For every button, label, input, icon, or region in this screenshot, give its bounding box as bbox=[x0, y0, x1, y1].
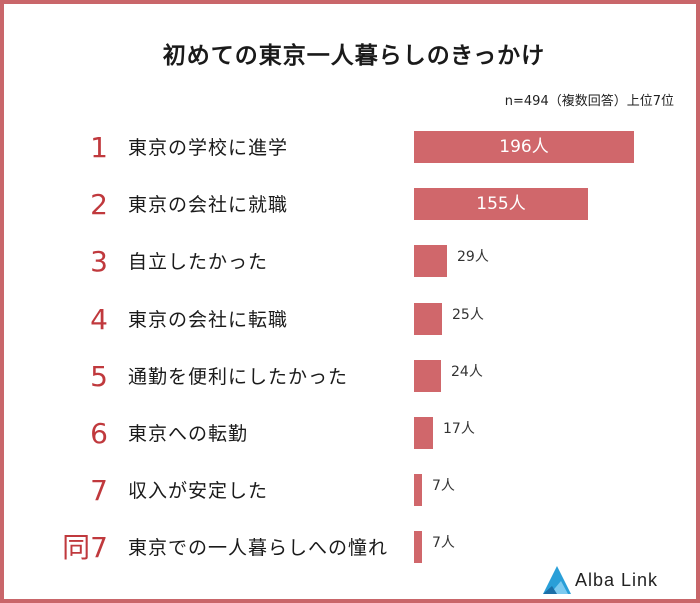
bar bbox=[414, 531, 422, 563]
value-label: 24人 bbox=[451, 364, 483, 380]
rank-label: 1 bbox=[90, 131, 108, 164]
alba-link-logo-text: Alba Link bbox=[575, 570, 659, 590]
category-label: 東京の会社に転職 bbox=[128, 309, 289, 331]
bar-row: 4 東京の会社に転職 25人 bbox=[4, 300, 700, 340]
bar-row: 5 通勤を便利にしたかった 24人 bbox=[4, 357, 700, 397]
value-label: 7人 bbox=[432, 535, 455, 551]
bar bbox=[414, 245, 447, 277]
bar-row: 2 東京の会社に就職 155人 bbox=[4, 185, 700, 225]
bar bbox=[414, 303, 442, 335]
rank-label: 6 bbox=[90, 417, 108, 450]
value-label: 196人 bbox=[499, 137, 549, 157]
value-label: 29人 bbox=[457, 249, 489, 265]
bar-row: 6 東京への転勤 17人 bbox=[4, 414, 700, 454]
alba-link-logo-icon bbox=[543, 566, 571, 594]
value-label: 7人 bbox=[432, 478, 455, 494]
rank-label: 5 bbox=[90, 360, 108, 393]
rank-label: 7 bbox=[90, 474, 108, 507]
category-label: 東京の会社に就職 bbox=[128, 194, 289, 216]
bar-row: 同7 東京での一人暮らしへの憧れ 7人 bbox=[4, 528, 700, 568]
chart-subtitle: n=494（複数回答）上位7位 bbox=[504, 94, 674, 109]
value-label: 17人 bbox=[443, 421, 475, 437]
category-label: 東京の学校に進学 bbox=[128, 137, 289, 159]
chart-title: 初めての東京一人暮らしのきっかけ bbox=[162, 43, 546, 69]
bar-row: 1 東京の学校に進学 196人 bbox=[4, 128, 700, 168]
bar bbox=[414, 188, 588, 220]
value-label: 25人 bbox=[452, 307, 484, 323]
rank-label: 4 bbox=[90, 303, 108, 336]
bar bbox=[414, 417, 433, 449]
rank-label: 3 bbox=[90, 245, 108, 278]
category-label: 自立したかった bbox=[128, 251, 269, 273]
alba-link-logo: Alba Link bbox=[541, 564, 700, 598]
bar-row: 7 収入が安定した 7人 bbox=[4, 471, 700, 511]
category-label: 通勤を便利にしたかった bbox=[128, 366, 349, 388]
value-label: 155人 bbox=[476, 194, 526, 214]
bar-row: 3 自立したかった 29人 bbox=[4, 242, 700, 282]
bar bbox=[414, 131, 634, 163]
bar bbox=[414, 360, 441, 392]
rank-label: 2 bbox=[90, 188, 108, 221]
rank-label: 同7 bbox=[62, 531, 108, 564]
bar bbox=[414, 474, 422, 506]
category-label: 収入が安定した bbox=[128, 480, 269, 502]
category-label: 東京での一人暮らしへの憧れ bbox=[128, 537, 389, 559]
category-label: 東京への転勤 bbox=[128, 423, 249, 445]
